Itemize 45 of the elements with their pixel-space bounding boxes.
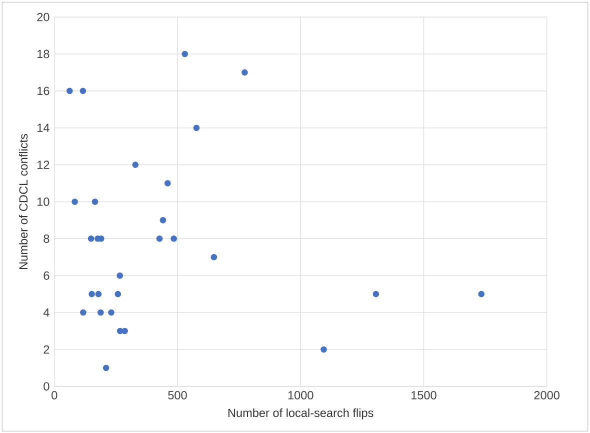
point	[182, 50, 188, 57]
point	[92, 198, 98, 205]
point	[114, 290, 122, 298]
y-tick-label: 20	[37, 12, 50, 22]
y-axis-title: Number of CDCL conflicts	[18, 134, 28, 269]
point	[193, 124, 200, 131]
y-tick-label: 10	[38, 197, 50, 206]
point	[102, 364, 110, 371]
point	[478, 290, 484, 298]
point	[72, 198, 78, 205]
point	[164, 180, 171, 186]
point	[116, 272, 124, 279]
x-tick-label: 2000	[534, 390, 560, 400]
y-tick-label: 4	[43, 308, 50, 316]
x-tick-label: 0	[52, 390, 58, 400]
point	[372, 290, 380, 298]
point	[80, 88, 86, 94]
point	[320, 346, 327, 352]
point	[98, 235, 104, 242]
y-tick-label: 18	[38, 50, 50, 58]
x-tick-label: 1000	[288, 390, 314, 400]
y-tick-label: 14	[38, 124, 50, 132]
point	[210, 254, 218, 260]
point	[160, 216, 166, 224]
y-tick-label: 2	[44, 345, 50, 354]
point	[95, 290, 102, 298]
point	[242, 69, 248, 76]
x-tick-label: 500	[168, 390, 187, 400]
point	[170, 235, 177, 242]
y-tick-label: 12	[38, 160, 50, 169]
point	[132, 162, 139, 168]
y-tick-label: 8	[44, 234, 50, 243]
point	[88, 235, 94, 242]
x-axis-title: Number of local-search flips	[228, 408, 374, 420]
point	[122, 328, 128, 334]
point	[98, 309, 104, 316]
point	[108, 309, 114, 316]
y-tick-label: 6	[44, 271, 50, 280]
point	[88, 290, 95, 298]
point	[80, 309, 86, 316]
x-tick-label: 1500	[411, 390, 436, 400]
point	[156, 235, 163, 242]
y-tick-label: 16	[38, 86, 50, 95]
y-tick-label: 0	[44, 382, 50, 390]
point	[66, 88, 73, 94]
